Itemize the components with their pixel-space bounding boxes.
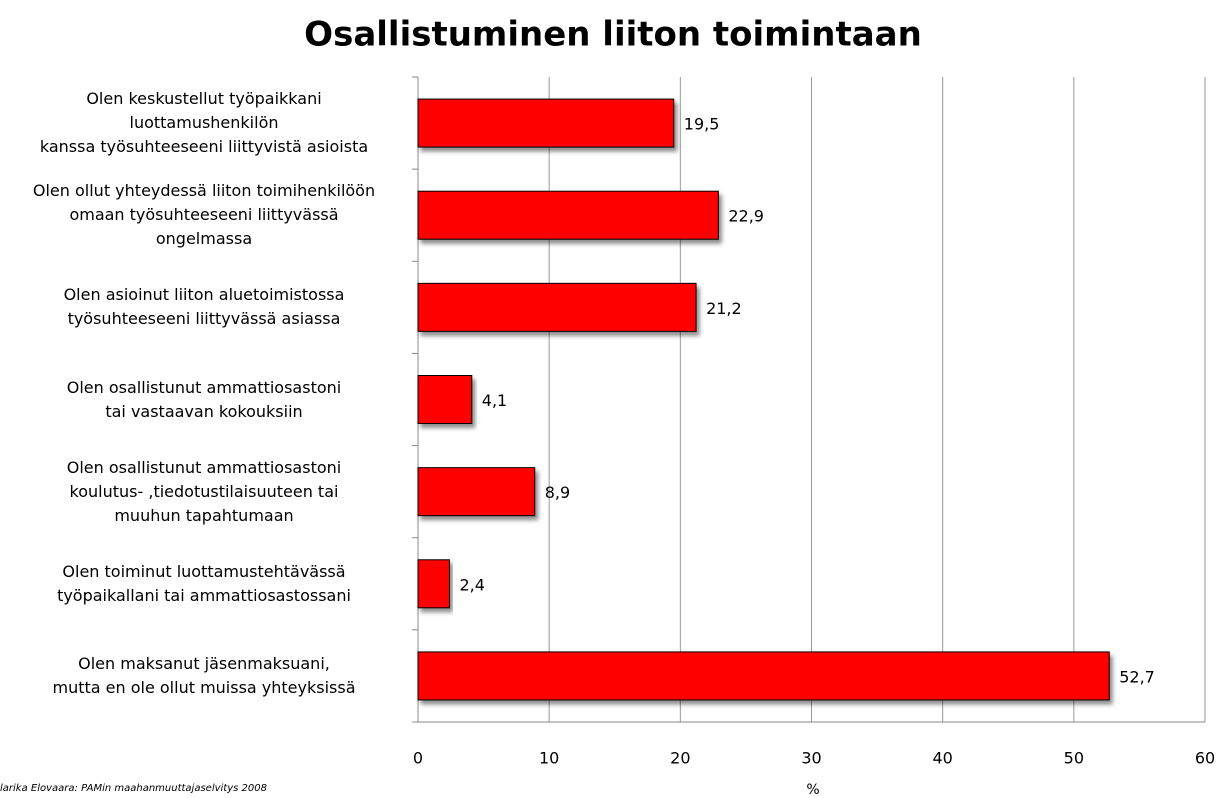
x-tick-label: 20 bbox=[670, 749, 690, 768]
data-label: 8,9 bbox=[545, 483, 570, 502]
y-tick-label: Olen asioinut liiton aluetoimistossa työ… bbox=[63, 285, 345, 329]
data-label: 2,4 bbox=[459, 575, 484, 594]
x-axis-label: % bbox=[806, 782, 819, 798]
x-tick-label: 10 bbox=[539, 749, 559, 768]
bar bbox=[417, 651, 1110, 701]
y-tick-label: Olen keskustellut työpaikkani luottamush… bbox=[39, 89, 369, 157]
bar bbox=[417, 190, 719, 240]
x-tick-label: 0 bbox=[413, 749, 423, 768]
data-label: 19,5 bbox=[684, 115, 720, 134]
source: larika Elovaara: PAMin maahanmuuttajasel… bbox=[0, 783, 267, 794]
data-label: 4,1 bbox=[482, 391, 507, 410]
data-label: 21,2 bbox=[706, 299, 742, 318]
x-tick-label: 40 bbox=[932, 749, 952, 768]
data-label: 22,9 bbox=[728, 207, 764, 226]
y-tick-label: Olen osallistunut ammattiosastoni koulut… bbox=[66, 457, 342, 525]
x-tick-label: 60 bbox=[1195, 749, 1215, 768]
bar bbox=[417, 467, 536, 517]
y-tick-label: Olen ollut yhteydessä liiton toimihenkil… bbox=[32, 181, 376, 249]
y-tick-label: Olen maksanut jäsenmaksuani, mutta en ol… bbox=[52, 653, 356, 697]
x-tick-label: 30 bbox=[801, 749, 821, 768]
chart-title: Osallistuminen liiton toimintaan bbox=[304, 15, 922, 55]
y-tick-label: Olen osallistunut ammattiosastoni tai va… bbox=[66, 377, 342, 421]
y-tick-label: Olen toiminut luottamustehtävässä työpai… bbox=[57, 561, 351, 605]
bar bbox=[417, 559, 450, 609]
data-label: 52,7 bbox=[1119, 667, 1155, 686]
bar bbox=[417, 375, 473, 424]
bar bbox=[417, 282, 697, 332]
x-tick-label: 50 bbox=[1064, 749, 1084, 768]
bar bbox=[417, 98, 675, 148]
